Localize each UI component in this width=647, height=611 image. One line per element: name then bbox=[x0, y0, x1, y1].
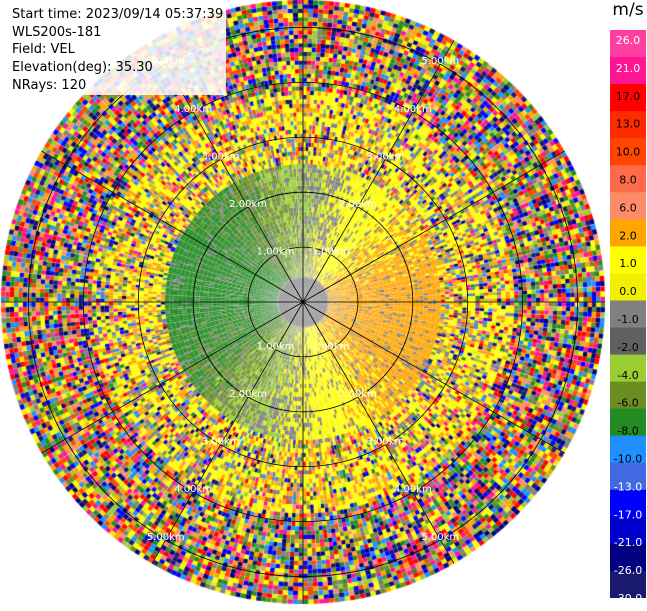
range-label: 2.00km bbox=[229, 199, 267, 210]
start-time-label: Start time: 2023/09/14 05:37:39 bbox=[12, 7, 224, 22]
colorbar-segment bbox=[610, 30, 646, 58]
colorbar-segment bbox=[610, 381, 646, 410]
range-label: 1.00km bbox=[312, 246, 350, 257]
colorbar-tick-label: -1.0 bbox=[617, 313, 638, 326]
colorbar: 26.0 21.0 17.0 13.0 10.0 8.0 6.0 2.0 1.0 0.0 -1.0 -… bbox=[610, 30, 646, 598]
colorbar-tick-label: -13.0 bbox=[614, 480, 642, 493]
range-label: 2.00km bbox=[339, 389, 377, 400]
colorbar-segment bbox=[610, 192, 646, 220]
colorbar-tick-label: -21.0 bbox=[614, 536, 642, 549]
azimuth-spoke bbox=[302, 301, 455, 564]
colorbar-segment bbox=[610, 273, 646, 301]
colorbar-segment bbox=[610, 111, 646, 139]
range-label: 3.00km bbox=[202, 437, 240, 448]
azimuth-spoke bbox=[41, 301, 304, 454]
colorbar-segment bbox=[610, 246, 646, 274]
colorbar-tick-label: -8.0 bbox=[617, 425, 638, 438]
colorbar-segment bbox=[610, 462, 646, 491]
colorbar-tick-label: 1.0 bbox=[619, 257, 637, 270]
range-label: 3.00km bbox=[202, 151, 240, 162]
site-label: WLS200s-181 bbox=[12, 24, 102, 40]
colorbar-tick-label: -10.0 bbox=[614, 453, 642, 466]
azimuth-spoke bbox=[151, 301, 304, 564]
range-label: 1.00km bbox=[312, 342, 350, 353]
colorbar-segment bbox=[610, 84, 646, 112]
colorbar-tick-label: 13.0 bbox=[616, 118, 641, 131]
colorbar-unit: m/s bbox=[612, 0, 644, 20]
azimuth-spoke bbox=[41, 150, 304, 303]
range-label: 1.00km bbox=[257, 342, 295, 353]
azimuth-spoke bbox=[302, 150, 565, 303]
range-label: 5.00km bbox=[147, 532, 185, 543]
field-label: Field: VEL bbox=[12, 42, 75, 57]
range-label: 2.00km bbox=[339, 199, 377, 210]
range-label: 1.00km bbox=[257, 246, 295, 257]
range-label: 4.00km bbox=[394, 104, 432, 115]
colorbar-tick-label: -4.0 bbox=[617, 369, 638, 382]
range-label: 2.00km bbox=[229, 389, 267, 400]
colorbar-tick-label: -30.0 bbox=[614, 592, 642, 598]
scan-info-panel: Start time: 2023/09/14 05:37:39 WLS200s-… bbox=[10, 6, 227, 95]
colorbar-segment bbox=[610, 435, 646, 464]
colorbar-segment bbox=[610, 354, 646, 383]
elevation-label: Elevation(deg): 35.30 bbox=[12, 59, 153, 75]
colorbar-segment bbox=[610, 489, 646, 518]
colorbar-tick-label: 26.0 bbox=[616, 34, 641, 47]
colorbar-tick-label: 21.0 bbox=[616, 62, 641, 75]
colorbar-tick-label: -6.0 bbox=[617, 397, 638, 410]
colorbar-tick-label: -17.0 bbox=[614, 508, 642, 521]
colorbar-tick-label: -2.0 bbox=[617, 341, 638, 354]
range-label: 4.00km bbox=[174, 104, 212, 115]
range-label: 3.00km bbox=[366, 437, 404, 448]
colorbar-tick-label: 2.0 bbox=[619, 229, 637, 242]
colorbar-segment bbox=[610, 570, 646, 598]
colorbar-segment bbox=[610, 408, 646, 437]
colorbar-tick-label: -26.0 bbox=[614, 564, 642, 577]
azimuth-spoke bbox=[302, 40, 455, 303]
azimuth-spoke bbox=[302, 301, 565, 454]
range-label: 4.00km bbox=[174, 484, 212, 495]
colorbar-tick-label: 8.0 bbox=[619, 174, 637, 187]
range-label: 3.00km bbox=[366, 151, 404, 162]
colorbar-tick-label: 17.0 bbox=[616, 90, 641, 103]
colorbar-tick-label: 10.0 bbox=[616, 146, 641, 159]
colorbar-tick-label: 6.0 bbox=[619, 201, 637, 214]
colorbar-segment bbox=[610, 138, 646, 166]
colorbar-tick-label: 0.0 bbox=[619, 285, 637, 298]
colorbar-segment bbox=[610, 57, 646, 85]
colorbar-segment bbox=[610, 300, 646, 329]
colorbar-segment bbox=[610, 327, 646, 356]
range-label: 4.00km bbox=[394, 484, 432, 495]
colorbar-segment bbox=[610, 516, 646, 545]
nrays-label: NRays: 120 bbox=[12, 78, 87, 93]
colorbar-segment bbox=[610, 543, 646, 572]
range-label: 5.00km bbox=[421, 532, 459, 543]
range-label: 5.00km bbox=[421, 56, 459, 67]
colorbar-segment bbox=[610, 165, 646, 193]
colorbar-segment bbox=[610, 219, 646, 247]
